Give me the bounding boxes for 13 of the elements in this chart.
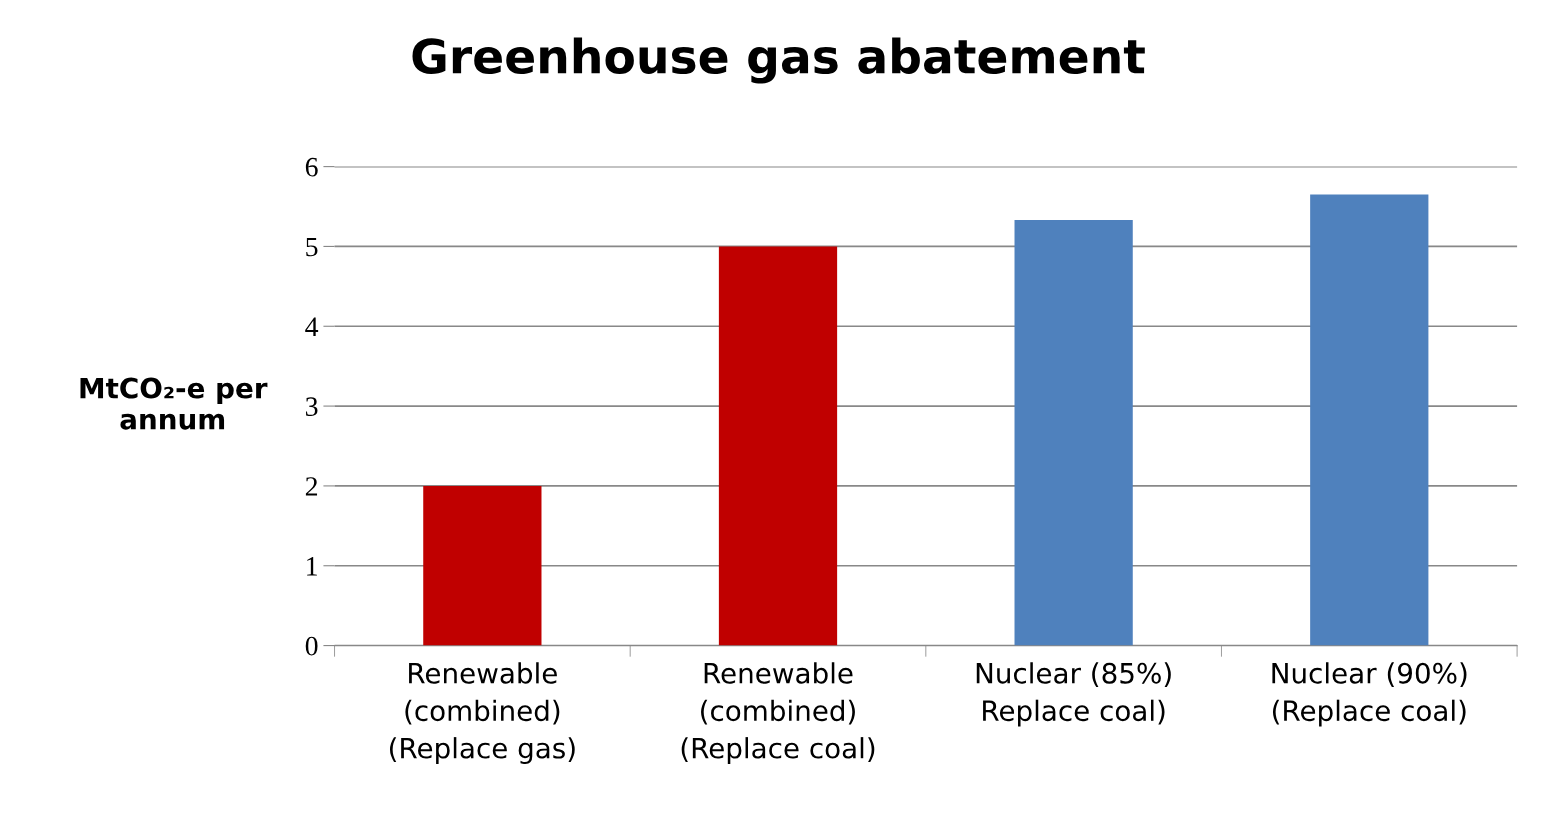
x-tick-label: Nuclear (85%) Replace coal) [976, 662, 1171, 727]
y-tick-label: 4 [305, 317, 319, 336]
y-tick-label: 5 [306, 237, 318, 257]
chart-title: Greenhouse gas abatement [412, 37, 1145, 84]
x-tick-label: Renewable (combined) (Replace gas) [389, 662, 575, 764]
y-tick-label: 6 [305, 157, 318, 177]
y-tick-label: 2 [305, 477, 318, 496]
x-tick-label: Nuclear (90%) (Replace coal) [1272, 662, 1467, 727]
y-tick-label: 0 [305, 636, 318, 656]
x-tick-label: Renewable (combined) (Replace coal) [681, 662, 875, 764]
y-tick-label: 3 [306, 397, 318, 416]
y-tick-label: 1 [307, 557, 317, 576]
y-axis-title: MtCO₂-e per annum [80, 377, 268, 430]
